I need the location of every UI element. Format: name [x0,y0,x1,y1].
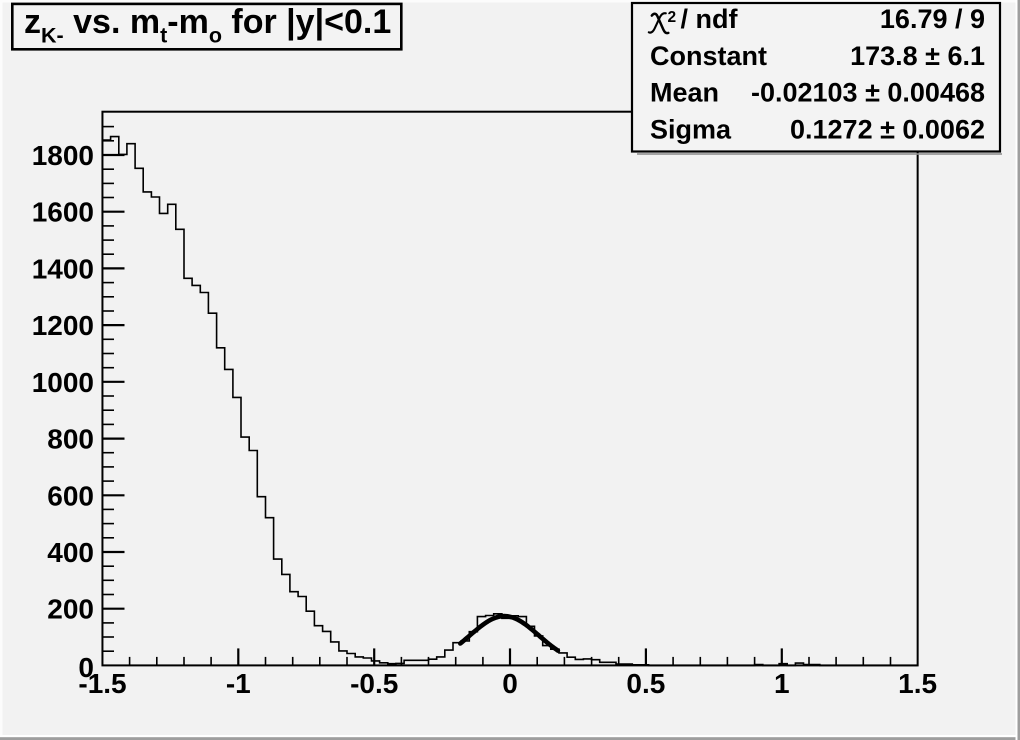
svg-text:200: 200 [47,594,94,625]
svg-text:16.79 / 9: 16.79 / 9 [880,4,985,34]
svg-text:0.1272 ± 0.0062: 0.1272 ± 0.0062 [790,115,985,145]
svg-text:Mean: Mean [650,78,719,108]
svg-text:1.5: 1.5 [898,668,937,699]
svg-text:/ ndf: / ndf [681,4,739,34]
svg-text:Constant: Constant [650,41,767,71]
svg-text:zK- vs. mt-mo for |y|<0.1: zK- vs. mt-mo for |y|<0.1 [24,3,391,48]
svg-text:1800: 1800 [32,140,94,171]
svg-text:-1: -1 [226,668,251,699]
svg-text:800: 800 [47,424,94,455]
svg-text:1400: 1400 [32,253,94,284]
svg-text:1200: 1200 [32,310,94,341]
svg-text:2: 2 [668,9,677,26]
svg-text:0: 0 [78,652,94,683]
svg-text:1600: 1600 [32,197,94,228]
svg-text:Sigma: Sigma [650,115,732,145]
svg-text:1000: 1000 [32,367,94,398]
svg-text:-0.5: -0.5 [350,668,398,699]
svg-text:0: 0 [502,668,518,699]
svg-text:600: 600 [47,480,94,511]
svg-text:400: 400 [47,537,94,568]
svg-text:-1.5: -1.5 [78,668,126,699]
svg-text:-0.02103 ± 0.00468: -0.02103 ± 0.00468 [751,78,985,108]
svg-text:173.8 ± 6.1: 173.8 ± 6.1 [850,41,985,71]
svg-text:1: 1 [774,668,790,699]
svg-text:0.5: 0.5 [626,668,665,699]
